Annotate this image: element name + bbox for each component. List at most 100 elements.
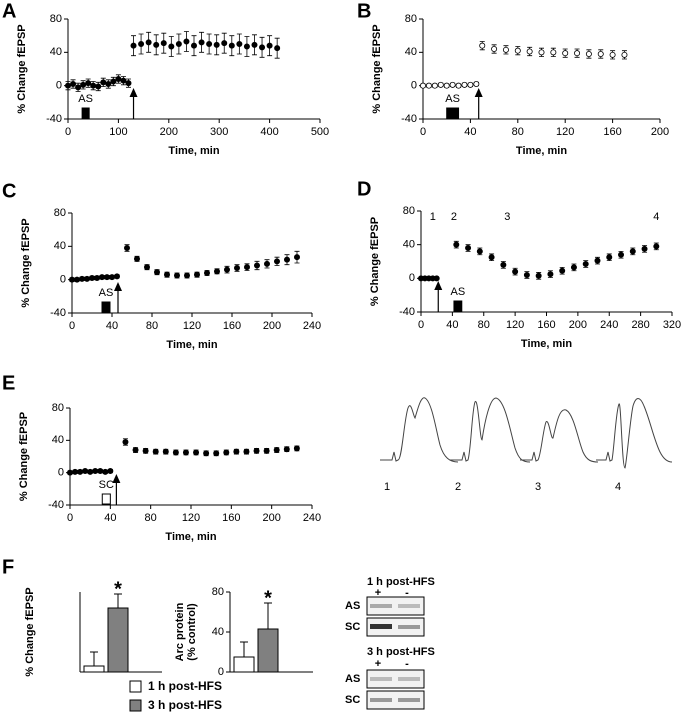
x-tick-label: 320 — [663, 319, 681, 331]
y-tick-label: -40 — [401, 113, 417, 125]
data-point — [85, 80, 92, 87]
data-point — [467, 81, 474, 88]
x-tick-label: 400 — [260, 126, 278, 138]
panel-letter: C — [2, 180, 16, 202]
x-tick-label: 160 — [537, 319, 555, 331]
data-point — [263, 447, 270, 454]
data-point — [124, 244, 131, 251]
data-point — [465, 245, 472, 252]
band — [398, 698, 420, 702]
data-point — [92, 468, 99, 475]
time-marker: 2 — [451, 211, 457, 223]
trace — [380, 397, 459, 463]
x-tick-label: 160 — [223, 320, 241, 332]
trace-label: 3 — [535, 481, 541, 493]
data-point — [115, 76, 122, 83]
data-point — [138, 41, 145, 48]
x-axis-label: Time, min — [521, 338, 572, 350]
time-marker: 1 — [430, 211, 436, 223]
error-bar — [90, 651, 98, 666]
data-point — [97, 468, 104, 475]
data-point — [75, 84, 82, 91]
y-tick-label: 80 — [50, 13, 62, 25]
y-tick-label: 40 — [50, 46, 62, 58]
blot-lane: + — [375, 658, 381, 670]
data-point — [274, 45, 281, 52]
y-axis-label: % Change fEPSP — [18, 412, 30, 501]
data-point — [293, 254, 300, 261]
y-tick-label: 80 — [212, 586, 224, 598]
x-tick-label: 40 — [464, 126, 476, 138]
data-point — [283, 256, 290, 263]
y-tick-label: 40 — [54, 240, 66, 252]
y-tick-label: 0 — [409, 272, 415, 284]
data-point — [105, 81, 112, 88]
data-point — [70, 81, 77, 88]
data-point — [142, 447, 149, 454]
x-tick-label: 0 — [420, 126, 426, 138]
data-point — [110, 78, 117, 85]
panel-letter: E — [2, 372, 15, 394]
x-tick-label: 40 — [446, 319, 458, 331]
data-point — [143, 264, 150, 271]
x-tick-label: 80 — [478, 319, 490, 331]
trace-label: 2 — [455, 481, 461, 493]
y-tick-label: 0 — [60, 274, 66, 286]
data-point — [443, 82, 450, 89]
blot-row: SC — [345, 694, 360, 706]
blot-title: 1 h post-HFS — [367, 576, 435, 588]
x-tick-label: 120 — [183, 320, 201, 332]
y-tick-label: 40 — [403, 239, 415, 251]
y-tick-label: -40 — [48, 499, 64, 511]
x-tick-label: 80 — [145, 512, 157, 524]
data-point — [193, 271, 200, 278]
data-point — [473, 81, 480, 88]
blot-row: SC — [345, 621, 360, 633]
data-point — [500, 261, 507, 268]
data-point — [152, 448, 159, 455]
x-tick-label: 40 — [104, 512, 116, 524]
legend-label: 3 h post-HFS — [148, 698, 222, 712]
band — [370, 677, 392, 681]
y-tick-label: -40 — [46, 113, 62, 125]
data-point — [437, 81, 444, 88]
data-point — [153, 269, 160, 276]
blot-lane: + — [375, 587, 381, 599]
data-point — [72, 468, 79, 475]
data-point — [145, 39, 152, 46]
trace-label: 4 — [615, 481, 621, 493]
data-point — [419, 82, 426, 89]
bar — [233, 656, 255, 673]
data-point — [236, 41, 243, 48]
x-axis-label: Time, min — [165, 531, 216, 543]
error-bar — [114, 593, 122, 608]
x-tick-label: 240 — [303, 320, 321, 332]
data-point — [606, 254, 613, 261]
data-point — [570, 264, 577, 271]
data-point — [122, 438, 129, 445]
data-point — [514, 47, 521, 54]
data-point — [67, 469, 74, 476]
y-axis-label: Arc protein — [174, 602, 186, 661]
drug-label: AS — [99, 287, 114, 299]
drug-application — [453, 300, 463, 312]
x-tick-label: 300 — [210, 126, 228, 138]
data-point — [233, 264, 240, 271]
y-tick-label: -40 — [50, 307, 66, 319]
panel-letter: B — [357, 0, 371, 22]
x-tick-label: 200 — [651, 126, 669, 138]
panel-letter: D — [357, 178, 371, 200]
x-axis-label: Time, min — [166, 339, 217, 351]
data-point — [203, 450, 210, 457]
data-point — [251, 41, 258, 48]
band — [398, 677, 420, 681]
data-point — [65, 82, 72, 89]
data-point — [99, 274, 106, 281]
y-tick-label: 80 — [54, 207, 66, 219]
x-tick-label: 0 — [69, 320, 75, 332]
x-tick-label: 120 — [182, 512, 200, 524]
data-point — [213, 41, 220, 48]
panel-letter: F — [2, 556, 14, 578]
data-point — [213, 268, 220, 275]
